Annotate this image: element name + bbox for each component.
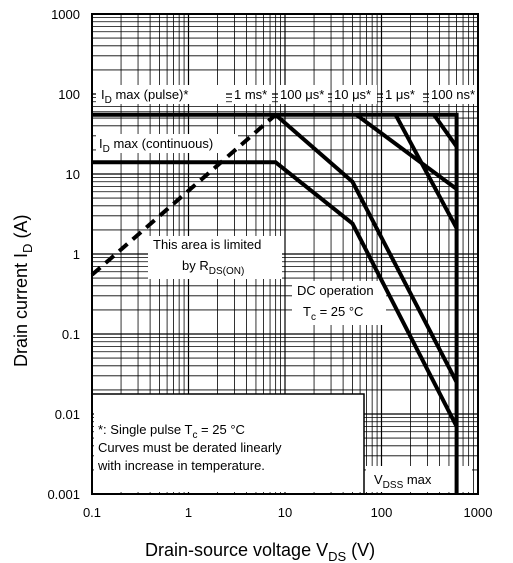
x-tick-label: 0.1 bbox=[83, 505, 101, 520]
soa-curve-5 bbox=[393, 113, 459, 230]
rds-limit-line2: by RDS(ON) bbox=[182, 258, 244, 277]
label-background bbox=[332, 85, 377, 104]
y-tick-label: 1 bbox=[73, 247, 80, 262]
y-axis-title: Drain current ID (A) bbox=[11, 215, 35, 367]
x-tick-label: 1000 bbox=[464, 505, 493, 520]
x-tick-label: 10 bbox=[278, 505, 292, 520]
pulse-1us-label: 1 μs* bbox=[385, 87, 415, 102]
vdss-max-label: VDSS max bbox=[374, 472, 432, 491]
label-background bbox=[383, 85, 423, 104]
note-line2: Curves must be derated linearly bbox=[98, 440, 282, 455]
label-background bbox=[96, 134, 238, 153]
plot-frame bbox=[91, 13, 479, 495]
id-continuous-label: ID max (continuous) bbox=[99, 136, 213, 155]
label-background bbox=[429, 85, 477, 104]
y-tick-label: 0.001 bbox=[47, 487, 80, 502]
pulse-100us-label: 100 μs* bbox=[280, 87, 324, 102]
id-pulse-label: ID max (pulse)* bbox=[101, 87, 188, 106]
pulse-1ms-label: 1 ms* bbox=[234, 87, 267, 102]
dc-operation-line2: Tc = 25 °C bbox=[303, 304, 363, 323]
y-tick-label: 0.1 bbox=[62, 327, 80, 342]
note-line3: with increase in temperature. bbox=[97, 458, 265, 473]
dc-operation-line1: DC operation bbox=[297, 283, 374, 298]
soa-curve-2 bbox=[92, 160, 459, 428]
pulse-10us-label: 10 μs* bbox=[334, 87, 371, 102]
y-tick-label: 0.01 bbox=[55, 407, 80, 422]
label-background bbox=[292, 281, 386, 325]
label-backgrounds bbox=[92, 85, 477, 494]
label-background bbox=[366, 466, 472, 492]
y-tick-label: 1000 bbox=[51, 7, 80, 22]
label-background bbox=[96, 85, 226, 104]
y-tick-label: 10 bbox=[66, 167, 80, 182]
soa-curve-3 bbox=[274, 113, 459, 384]
label-background bbox=[278, 85, 328, 104]
note-box-border bbox=[92, 393, 365, 494]
y-tick-label: 100 bbox=[58, 87, 80, 102]
soa-curve-4 bbox=[355, 113, 458, 191]
x-tick-label: 1 bbox=[185, 505, 192, 520]
label-background bbox=[148, 236, 282, 279]
label-background bbox=[232, 85, 272, 104]
tick-labels: 0.1 1 10 100 1000 1000 100 10 1 0.1 0.01 0.001 bbox=[47, 7, 492, 520]
x-tick-label: 100 bbox=[371, 505, 393, 520]
curves bbox=[90, 112, 459, 494]
pulse-100ns-label: 100 ns* bbox=[431, 87, 475, 102]
label-background bbox=[94, 394, 364, 492]
soa-curve-1 bbox=[92, 112, 459, 494]
note-line1: *: Single pulse Tc = 25 °C bbox=[98, 422, 245, 441]
x-axis-title: Drain-source voltage VDS (V) bbox=[145, 540, 375, 563]
rds-limit-curve bbox=[90, 113, 277, 277]
rds-limit-line1: This area is limited bbox=[153, 237, 261, 252]
soa-curve-6 bbox=[432, 113, 459, 148]
